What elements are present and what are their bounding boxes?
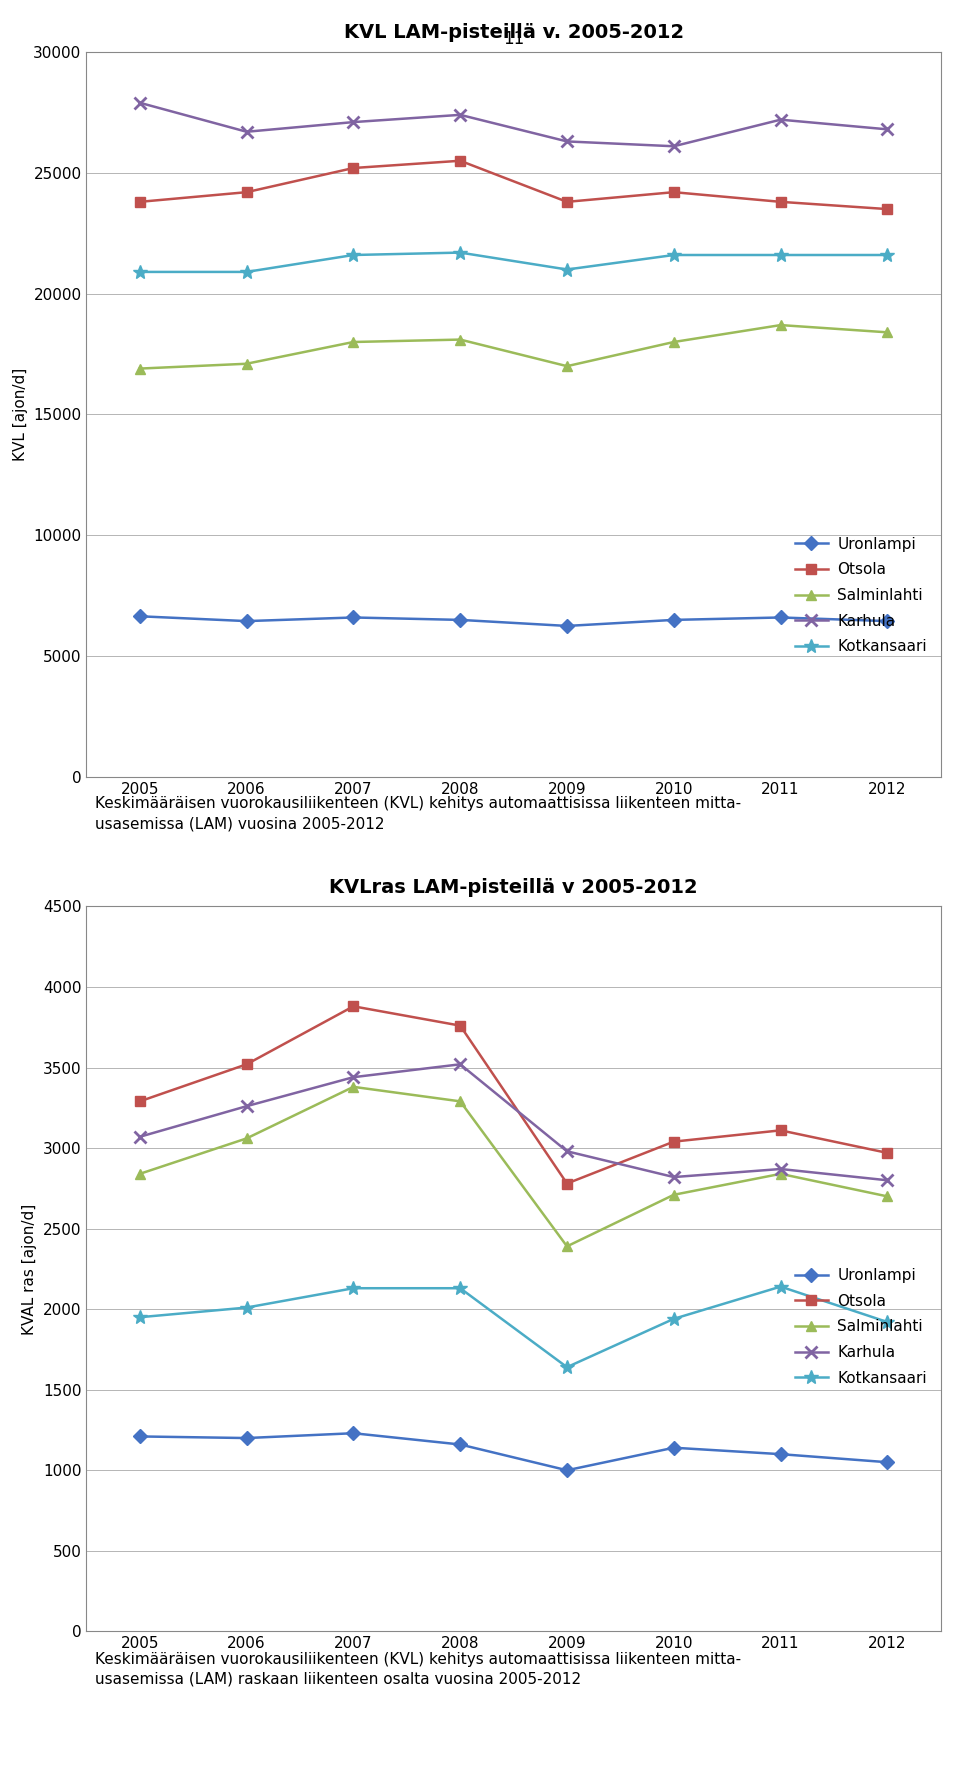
Kotkansaari: [241, 261, 252, 282]
Karhula: [881, 119, 893, 140]
Legend: Uronlampi, Otsola, Salminlahti, Karhula, Kotkansaari: Uronlampi, Otsola, Salminlahti, Karhula,…: [788, 1262, 933, 1392]
Line: Karhula: Karhula: [133, 96, 894, 152]
Karhula: [348, 112, 359, 133]
Karhula: [668, 1167, 680, 1188]
Legend: Uronlampi, Otsola, Salminlahti, Karhula, Kotkansaari: Uronlampi, Otsola, Salminlahti, Karhula,…: [788, 530, 933, 661]
Otsola: [562, 1174, 573, 1195]
Uronlampi: [454, 1434, 466, 1456]
Y-axis label: KVAL ras [ajon/d]: KVAL ras [ajon/d]: [22, 1204, 37, 1335]
Karhula: [241, 1096, 252, 1117]
Karhula: [562, 1140, 573, 1161]
Salminlahti: [348, 1076, 359, 1097]
Otsola: [134, 1090, 146, 1112]
Salminlahti: [775, 314, 786, 335]
Otsola: [881, 1142, 893, 1163]
Kotkansaari: [134, 1307, 146, 1328]
Uronlampi: [775, 606, 786, 628]
Uronlampi: [134, 606, 146, 628]
Uronlampi: [881, 1452, 893, 1473]
Kotkansaari: [348, 245, 359, 266]
Salminlahti: [241, 1128, 252, 1149]
Line: Karhula: Karhula: [133, 1058, 894, 1186]
Kotkansaari: [562, 1356, 573, 1378]
Kotkansaari: [562, 259, 573, 280]
Uronlampi: [241, 1427, 252, 1449]
Salminlahti: [562, 356, 573, 378]
Uronlampi: [562, 615, 573, 637]
Y-axis label: KVL [ajon/d]: KVL [ajon/d]: [12, 367, 28, 461]
Kotkansaari: [881, 1312, 893, 1333]
Salminlahti: [668, 1184, 680, 1206]
Karhula: [775, 110, 786, 131]
Text: Keskimääräisen vuorokausiliikenteen (KVL) kehitys automaattisissa liikenteen mit: Keskimääräisen vuorokausiliikenteen (KVL…: [95, 1652, 741, 1686]
Otsola: [454, 151, 466, 172]
Uronlampi: [881, 610, 893, 631]
Uronlampi: [562, 1459, 573, 1480]
Karhula: [668, 135, 680, 156]
Kotkansaari: [134, 261, 146, 282]
Otsola: [241, 1053, 252, 1074]
Karhula: [454, 1053, 466, 1074]
Otsola: [241, 181, 252, 202]
Otsola: [775, 191, 786, 213]
Karhula: [881, 1170, 893, 1191]
Line: Kotkansaari: Kotkansaari: [132, 246, 895, 278]
Otsola: [775, 1121, 786, 1142]
Karhula: [241, 121, 252, 142]
Otsola: [881, 199, 893, 220]
Otsola: [134, 191, 146, 213]
Title: KVLras LAM-pisteillä v 2005-2012: KVLras LAM-pisteillä v 2005-2012: [329, 878, 698, 897]
Salminlahti: [775, 1163, 786, 1184]
Text: 11: 11: [503, 30, 524, 48]
Salminlahti: [881, 1186, 893, 1207]
Otsola: [668, 181, 680, 202]
Kotkansaari: [454, 241, 466, 262]
Uronlampi: [134, 1425, 146, 1447]
Kotkansaari: [775, 245, 786, 266]
Otsola: [348, 158, 359, 179]
Uronlampi: [775, 1443, 786, 1464]
Line: Salminlahti: Salminlahti: [135, 321, 892, 374]
Karhula: [562, 131, 573, 152]
Karhula: [134, 1126, 146, 1147]
Line: Uronlampi: Uronlampi: [135, 612, 892, 631]
Text: Keskimääräisen vuorokausiliikenteen (KVL) kehitys automaattisissa liikenteen mit: Keskimääräisen vuorokausiliikenteen (KVL…: [95, 796, 741, 832]
Line: Uronlampi: Uronlampi: [135, 1429, 892, 1475]
Uronlampi: [348, 1422, 359, 1443]
Karhula: [134, 92, 146, 113]
Salminlahti: [881, 321, 893, 342]
Karhula: [775, 1158, 786, 1179]
Kotkansaari: [668, 245, 680, 266]
Salminlahti: [454, 1090, 466, 1112]
Kotkansaari: [454, 1278, 466, 1300]
Otsola: [562, 191, 573, 213]
Otsola: [668, 1131, 680, 1152]
Line: Salminlahti: Salminlahti: [135, 1082, 892, 1252]
Kotkansaari: [668, 1308, 680, 1330]
Salminlahti: [241, 353, 252, 374]
Salminlahti: [562, 1236, 573, 1257]
Salminlahti: [134, 358, 146, 379]
Salminlahti: [348, 332, 359, 353]
Kotkansaari: [775, 1277, 786, 1298]
Kotkansaari: [348, 1278, 359, 1300]
Salminlahti: [668, 332, 680, 353]
Karhula: [348, 1067, 359, 1089]
Line: Otsola: Otsola: [135, 156, 892, 215]
Kotkansaari: [881, 245, 893, 266]
Uronlampi: [454, 610, 466, 631]
Uronlampi: [668, 610, 680, 631]
Line: Kotkansaari: Kotkansaari: [132, 1280, 895, 1374]
Otsola: [348, 996, 359, 1018]
Uronlampi: [241, 610, 252, 631]
Karhula: [454, 105, 466, 126]
Kotkansaari: [241, 1296, 252, 1317]
Otsola: [454, 1014, 466, 1035]
Salminlahti: [134, 1163, 146, 1184]
Line: Otsola: Otsola: [135, 1002, 892, 1188]
Title: KVL LAM-pisteillä v. 2005-2012: KVL LAM-pisteillä v. 2005-2012: [344, 23, 684, 43]
Uronlampi: [668, 1438, 680, 1459]
Salminlahti: [454, 330, 466, 351]
Uronlampi: [348, 606, 359, 628]
